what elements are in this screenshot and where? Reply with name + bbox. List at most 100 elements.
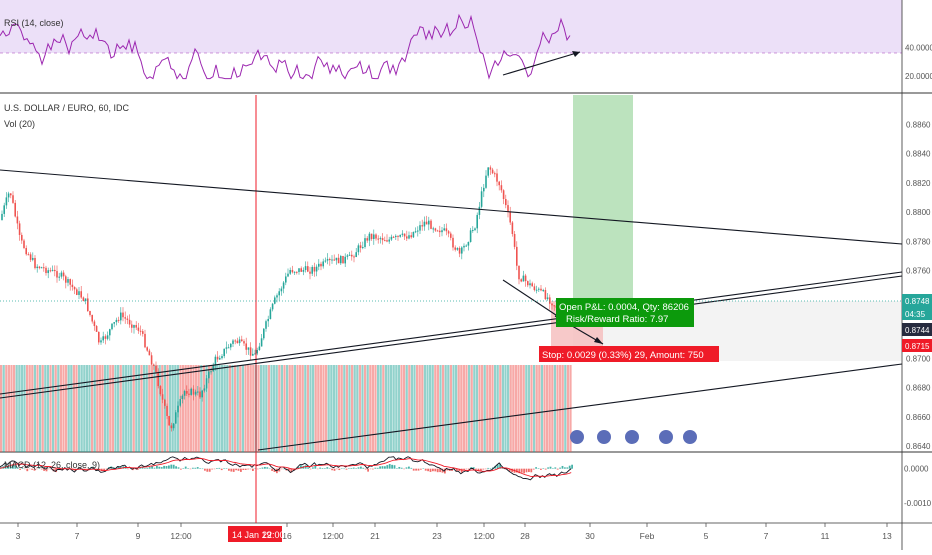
candle-body xyxy=(397,235,399,237)
volume-bar xyxy=(41,365,44,452)
candle-body xyxy=(403,233,406,237)
macd-hist-bar xyxy=(81,468,84,469)
macd-hist-bar xyxy=(379,466,381,469)
candle-body xyxy=(313,266,316,272)
candle-body xyxy=(304,266,307,270)
macd-hist-bar xyxy=(333,468,336,471)
candle-body xyxy=(197,391,199,393)
candle-body xyxy=(212,365,214,372)
event-icons[interactable] xyxy=(570,430,697,444)
stop-box[interactable] xyxy=(539,346,719,362)
rsi-line xyxy=(0,13,571,80)
volume-bar xyxy=(319,365,322,452)
volume-bar xyxy=(49,365,52,452)
event-flag-icon[interactable] xyxy=(597,430,611,444)
event-flag-icon[interactable] xyxy=(659,430,673,444)
macd-hist-bar xyxy=(559,467,561,469)
divergence-line-rsi[interactable] xyxy=(502,51,581,76)
macd-hist-bar xyxy=(494,465,497,469)
volume-bar xyxy=(283,365,286,452)
candle-body xyxy=(47,270,49,274)
event-flag-icon[interactable] xyxy=(683,430,697,444)
volume-bar xyxy=(512,365,515,452)
candle-body xyxy=(148,350,151,356)
volume-bar xyxy=(109,365,112,452)
candle-body xyxy=(274,297,276,304)
volume-bar xyxy=(408,365,411,452)
trendline-channel-2[interactable] xyxy=(0,275,903,399)
pnl-box[interactable] xyxy=(556,298,694,327)
volume-bar xyxy=(111,365,114,452)
candle-body xyxy=(34,257,36,269)
volume-bar xyxy=(88,365,91,452)
volume-bar xyxy=(275,365,278,452)
macd-hist-bar xyxy=(31,468,33,470)
volume-bar xyxy=(335,365,338,452)
macd-hist-bar xyxy=(218,467,221,469)
macd-hist-bar xyxy=(532,468,535,470)
volume-bar xyxy=(7,365,10,452)
event-flag-icon[interactable] xyxy=(570,430,584,444)
candle-body xyxy=(289,269,291,274)
candle-body xyxy=(144,333,146,348)
trendline-channel-1[interactable] xyxy=(0,271,903,395)
candle-body xyxy=(45,267,47,274)
time-tick-label: 12:00 xyxy=(170,531,192,541)
volume-bar xyxy=(67,365,70,452)
event-flag-icon[interactable] xyxy=(625,430,639,444)
volume-bar xyxy=(20,365,23,452)
macd-hist-bar xyxy=(525,468,528,473)
macd-hist-bar xyxy=(28,468,31,470)
candle-body xyxy=(280,288,283,292)
candle-body xyxy=(344,256,346,264)
time-tick-label: 7 xyxy=(764,531,769,541)
macd-hist-bar xyxy=(410,467,413,469)
time-axis[interactable]: 3 7 9 12:00 16 12:00 21 23 12:00 28 30 Feb 5 7 11 13 xyxy=(16,523,892,541)
divergence-line-price[interactable] xyxy=(502,279,566,322)
volume-bar xyxy=(288,365,291,452)
volume-bar xyxy=(104,365,107,452)
trendline-upper[interactable] xyxy=(0,169,903,245)
macd-line xyxy=(0,456,572,481)
candle-body xyxy=(300,268,302,272)
macd-hist-bar xyxy=(36,468,38,470)
volume-bar xyxy=(57,365,60,452)
macd-hist-bar xyxy=(264,466,266,469)
volume-bar xyxy=(395,365,398,452)
volume-bar xyxy=(192,365,195,452)
volume-bar xyxy=(265,365,268,452)
candle-body xyxy=(62,272,65,277)
volume-bar xyxy=(455,365,458,452)
macd-hist-bar xyxy=(496,464,499,469)
macd-hist-bar xyxy=(568,465,571,469)
volume-label: Vol (20) xyxy=(4,119,35,129)
candle-body xyxy=(18,223,21,235)
volume-bar xyxy=(473,365,476,452)
macd-hist-bar xyxy=(21,467,24,469)
candle-body xyxy=(131,324,133,328)
volume-bar xyxy=(325,365,328,452)
volume-bar xyxy=(145,365,148,452)
volume-bar xyxy=(132,365,135,452)
candle-body xyxy=(511,222,514,234)
price-tag-label: 0.8748 xyxy=(905,297,930,306)
volume-bar xyxy=(127,365,130,452)
volume-bar xyxy=(353,365,356,452)
candle-body xyxy=(271,303,274,310)
volume-bar xyxy=(392,365,395,452)
macd-hist-bar xyxy=(542,468,545,469)
volume-bar xyxy=(174,365,177,452)
volume-bar xyxy=(486,365,489,452)
price-axis[interactable]: 0.8860 0.8840 0.8820 0.8800 0.8780 0.8760 0.87… xyxy=(906,120,931,451)
time-tick-label: 21 xyxy=(370,531,380,541)
candle-body xyxy=(106,335,109,339)
candle-body xyxy=(58,276,60,278)
macd-hist-bar xyxy=(547,467,549,469)
volume-bar xyxy=(390,365,393,452)
macd-hist-bar xyxy=(93,467,96,469)
candle-body xyxy=(221,356,223,359)
trendline-lower[interactable] xyxy=(257,363,903,451)
macd-hist-bar xyxy=(556,468,559,470)
